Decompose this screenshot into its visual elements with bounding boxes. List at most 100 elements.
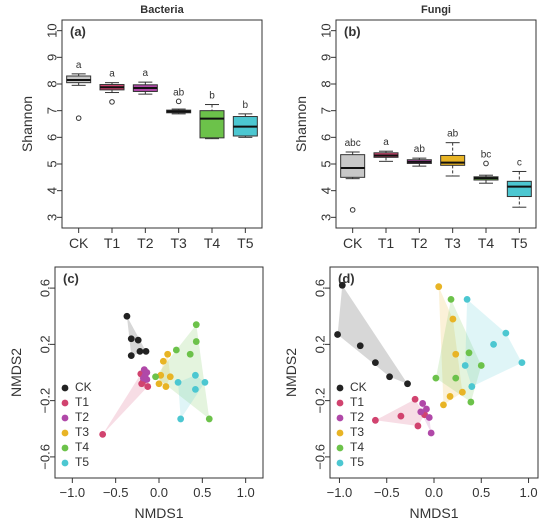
point-t3	[458, 388, 466, 396]
y-tick-label: −0.6	[312, 444, 327, 470]
point-ck	[356, 342, 364, 350]
x-tick-label: 0.0	[425, 485, 443, 500]
x-tick-label: 1.0	[237, 485, 255, 500]
legend-label: T3	[350, 425, 364, 439]
legend-label: CK	[75, 380, 92, 394]
point-t4	[465, 349, 473, 357]
point-t4	[452, 374, 460, 382]
y-tick-label: 3	[318, 214, 333, 221]
plot-frame	[61, 19, 263, 229]
panel-label: (c)	[63, 271, 79, 286]
x-tick-label: T2	[137, 235, 154, 251]
panel-c: −0.6 −0.2 0.2 0.6 NMDS2 (c) −1.0 −0.5 0.0 0.5 1.0 N…	[8, 266, 264, 521]
point-t3	[162, 383, 170, 390]
y-tick-label: 10	[44, 23, 59, 37]
legend-marker-t5	[61, 459, 69, 467]
point-t4	[186, 350, 194, 358]
panel-label: (b)	[344, 24, 361, 39]
legend-marker-ck	[61, 384, 69, 392]
point-t2	[427, 429, 435, 437]
legend-marker-t3	[61, 429, 69, 437]
point-t3	[155, 380, 163, 388]
point-t4	[205, 415, 213, 423]
point-t4	[432, 374, 440, 382]
chart-title: Bacteria	[140, 4, 184, 16]
point-t1	[144, 383, 152, 390]
legend-marker-ck	[336, 384, 344, 392]
chart-title: Fungi	[421, 4, 451, 16]
point-t4	[192, 338, 200, 345]
x-tick-label: −1.0	[59, 485, 85, 500]
y-tick-label: 9	[44, 54, 59, 61]
point-ck	[142, 348, 150, 355]
point-t3	[440, 401, 447, 409]
significance-letter: a	[143, 68, 149, 79]
x-axis-label: NMDS1	[409, 505, 458, 521]
x-tick-label: 0.0	[150, 485, 168, 500]
point-t5	[461, 362, 469, 369]
x-tick-label: 1.0	[520, 485, 538, 500]
point-t1	[411, 395, 419, 403]
box-t3	[440, 154, 466, 166]
significance-letter: b	[243, 100, 249, 111]
y-tick-label: 4	[318, 187, 333, 194]
point-t5	[201, 378, 209, 386]
y-tick-label: −0.2	[312, 388, 327, 414]
point-t5	[192, 385, 199, 393]
box-ck	[340, 154, 366, 178]
point-ck	[134, 336, 142, 344]
legend-marker-t4	[61, 444, 69, 452]
point-t5	[468, 383, 476, 390]
significance-letter: a	[109, 69, 115, 80]
point-t1	[397, 412, 405, 420]
hull-t4	[155, 324, 210, 419]
x-tick-label: CK	[343, 235, 363, 251]
legend-marker-t1	[61, 399, 69, 407]
outlier-point	[483, 160, 489, 167]
x-tick-label: −1.0	[327, 485, 353, 500]
point-t3	[452, 350, 460, 358]
legend-label: T5	[75, 455, 89, 469]
x-tick-label: T4	[478, 235, 495, 251]
hull-ck	[126, 316, 146, 356]
point-ck	[334, 331, 341, 338]
y-tick-label: −0.2	[37, 388, 52, 414]
y-tick-label: 8	[318, 80, 333, 87]
point-t5	[518, 359, 526, 367]
hull-t1	[375, 399, 425, 426]
point-t4	[152, 373, 159, 381]
y-tick-label: 4	[44, 187, 59, 194]
x-tick-label: T4	[204, 235, 221, 251]
point-t1	[138, 380, 146, 388]
x-tick-label: −0.5	[374, 485, 400, 500]
hull-t1	[102, 373, 148, 435]
significance-letter: ab	[173, 87, 185, 98]
y-tick-label: 8	[44, 80, 59, 87]
y-tick-label: 3	[44, 214, 59, 221]
y-tick-label: 7	[44, 107, 59, 114]
point-t4	[192, 321, 200, 329]
point-t5	[192, 371, 199, 379]
outlier-point	[175, 98, 182, 105]
legend-label: T4	[75, 440, 89, 454]
legend-label: T3	[75, 425, 89, 439]
point-ck	[127, 352, 135, 360]
x-tick-label: T5	[237, 235, 254, 251]
x-tick-label: T1	[104, 235, 121, 251]
point-t2	[417, 408, 425, 416]
point-t5	[463, 295, 471, 303]
point-ck	[404, 380, 411, 388]
legend-label: T4	[350, 440, 364, 454]
y-tick-label: −0.6	[37, 444, 52, 470]
point-t3	[446, 393, 454, 400]
y-tick-label: 9	[318, 54, 333, 61]
x-tick-label: T5	[511, 235, 528, 251]
hull-t4	[435, 299, 482, 402]
point-t3	[166, 373, 174, 381]
x-tick-label: CK	[69, 235, 89, 251]
point-ck	[136, 348, 144, 355]
x-tick-label: 0.5	[193, 485, 211, 500]
x-tick-label: T2	[411, 235, 428, 251]
box-t4	[199, 110, 225, 139]
x-axis-label: NMDS1	[134, 505, 183, 521]
